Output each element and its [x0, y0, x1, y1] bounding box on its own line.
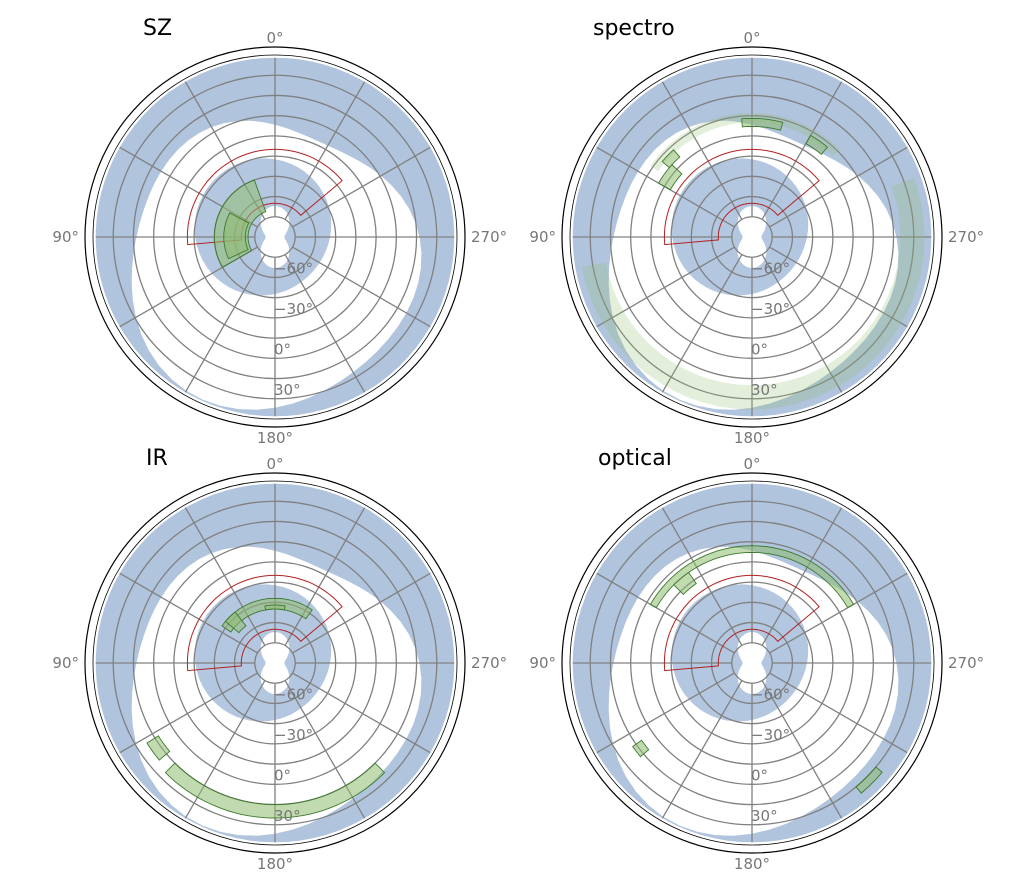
ra-tick-label: 180° [734, 429, 770, 447]
ra-tick-label: 270° [471, 654, 507, 672]
ra-tick-label: 90° [529, 228, 556, 246]
ra-gridline [769, 672, 908, 754]
sky-disk-inner-edge [569, 54, 935, 420]
survey-region [805, 134, 829, 156]
ra-gridline [761, 680, 843, 819]
dec-tick-label: −60° [274, 685, 313, 703]
survey-region [650, 113, 840, 172]
ra-gridline [661, 507, 743, 646]
dec-tick-label: −30° [751, 300, 790, 318]
dec-tick-label: −60° [274, 259, 313, 277]
panel-SZ: SZ 0° 90° 180° 270° −60° −30° 0° 30° [52, 16, 507, 447]
panel-optical: optical 0° 90° 180° 270° −60° −30° 0° 30° [529, 446, 984, 873]
footprint-outline [663, 148, 820, 246]
footprint-outline [186, 574, 343, 672]
ra-gridline [769, 146, 908, 228]
ra-gridline [119, 672, 258, 754]
ra-gridline [761, 81, 843, 220]
ra-gridline [596, 672, 735, 754]
ra-tick-label: 0° [266, 455, 283, 473]
sky-disk-inner-edge [92, 480, 458, 846]
dec-tick-label: 30° [274, 807, 301, 825]
ra-gridline [761, 507, 843, 646]
survey-region [741, 117, 784, 131]
dec-tick-label: 0° [274, 340, 291, 358]
dec-tick-label: −60° [751, 259, 790, 277]
ra-tick-label: 270° [948, 228, 984, 246]
dec-tick-label: 30° [751, 807, 778, 825]
panel-title: spectro [593, 16, 675, 41]
survey-region [224, 611, 247, 634]
ra-gridline [761, 254, 843, 393]
dec-tick-label: −30° [751, 726, 790, 744]
ra-tick-label: 270° [471, 228, 507, 246]
masked-sky-band [671, 158, 809, 296]
dec-tick-label: 30° [751, 381, 778, 399]
ra-gridline [184, 254, 266, 393]
panel-title: optical [598, 446, 672, 471]
ra-tick-label: 0° [743, 29, 760, 47]
ra-gridline [292, 146, 431, 228]
ra-tick-label: 90° [52, 654, 79, 672]
ra-gridline [661, 254, 743, 393]
ra-gridline [596, 572, 735, 654]
ra-tick-label: 270° [948, 654, 984, 672]
survey-region [223, 212, 250, 260]
survey-region [164, 762, 386, 819]
dec-tick-label: −60° [751, 685, 790, 703]
masked-sky-outer [95, 483, 455, 843]
ra-tick-label: 0° [266, 29, 283, 47]
survey-region [673, 571, 697, 596]
survey-region [855, 766, 883, 794]
dec-tick-label: −30° [274, 726, 313, 744]
dec-tick-label: 30° [274, 381, 301, 399]
ra-gridline [284, 507, 366, 646]
ra-tick-label: 90° [52, 228, 79, 246]
survey-region [264, 604, 286, 611]
panel-spectro: spectro 0° 90° 180° 270° −60° −30° 0° 30° [529, 16, 984, 447]
survey-region [632, 739, 650, 758]
dec-tick-label: −30° [274, 300, 313, 318]
sky-disk-inner-edge [569, 480, 935, 846]
masked-sky-band [671, 584, 809, 722]
ra-tick-label: 180° [257, 855, 293, 873]
ra-gridline [596, 246, 735, 328]
footprint-outline [663, 574, 820, 672]
dec-tick-label: 0° [274, 766, 291, 784]
survey-region [658, 164, 683, 191]
ra-tick-label: 0° [743, 455, 760, 473]
ra-gridline [769, 572, 908, 654]
ra-gridline [284, 254, 366, 393]
dec-tick-label: 0° [751, 340, 768, 358]
ra-gridline [292, 246, 431, 328]
ra-tick-label: 180° [734, 855, 770, 873]
masked-sky-outer [95, 57, 455, 417]
ra-gridline [292, 572, 431, 654]
ra-gridline [769, 246, 908, 328]
panel-title: SZ [143, 16, 172, 41]
panel-IR: IR 0° 90° 180° 270° −60° −30° 0° 30° [52, 446, 507, 873]
ra-gridline [661, 81, 743, 220]
dec-tick-label: 0° [751, 766, 768, 784]
sky-disk-inner-edge [92, 54, 458, 420]
ra-gridline [119, 572, 258, 654]
ra-gridline [661, 680, 743, 819]
panel-title: IR [146, 446, 168, 471]
survey-region [146, 735, 171, 761]
ra-gridline [284, 81, 366, 220]
ra-gridline [292, 672, 431, 754]
ra-tick-label: 180° [257, 429, 293, 447]
masked-sky-outer [572, 57, 932, 417]
ra-tick-label: 90° [529, 654, 556, 672]
survey-region [649, 545, 855, 609]
ra-gridline [184, 507, 266, 646]
masked-sky-outer [572, 483, 932, 843]
